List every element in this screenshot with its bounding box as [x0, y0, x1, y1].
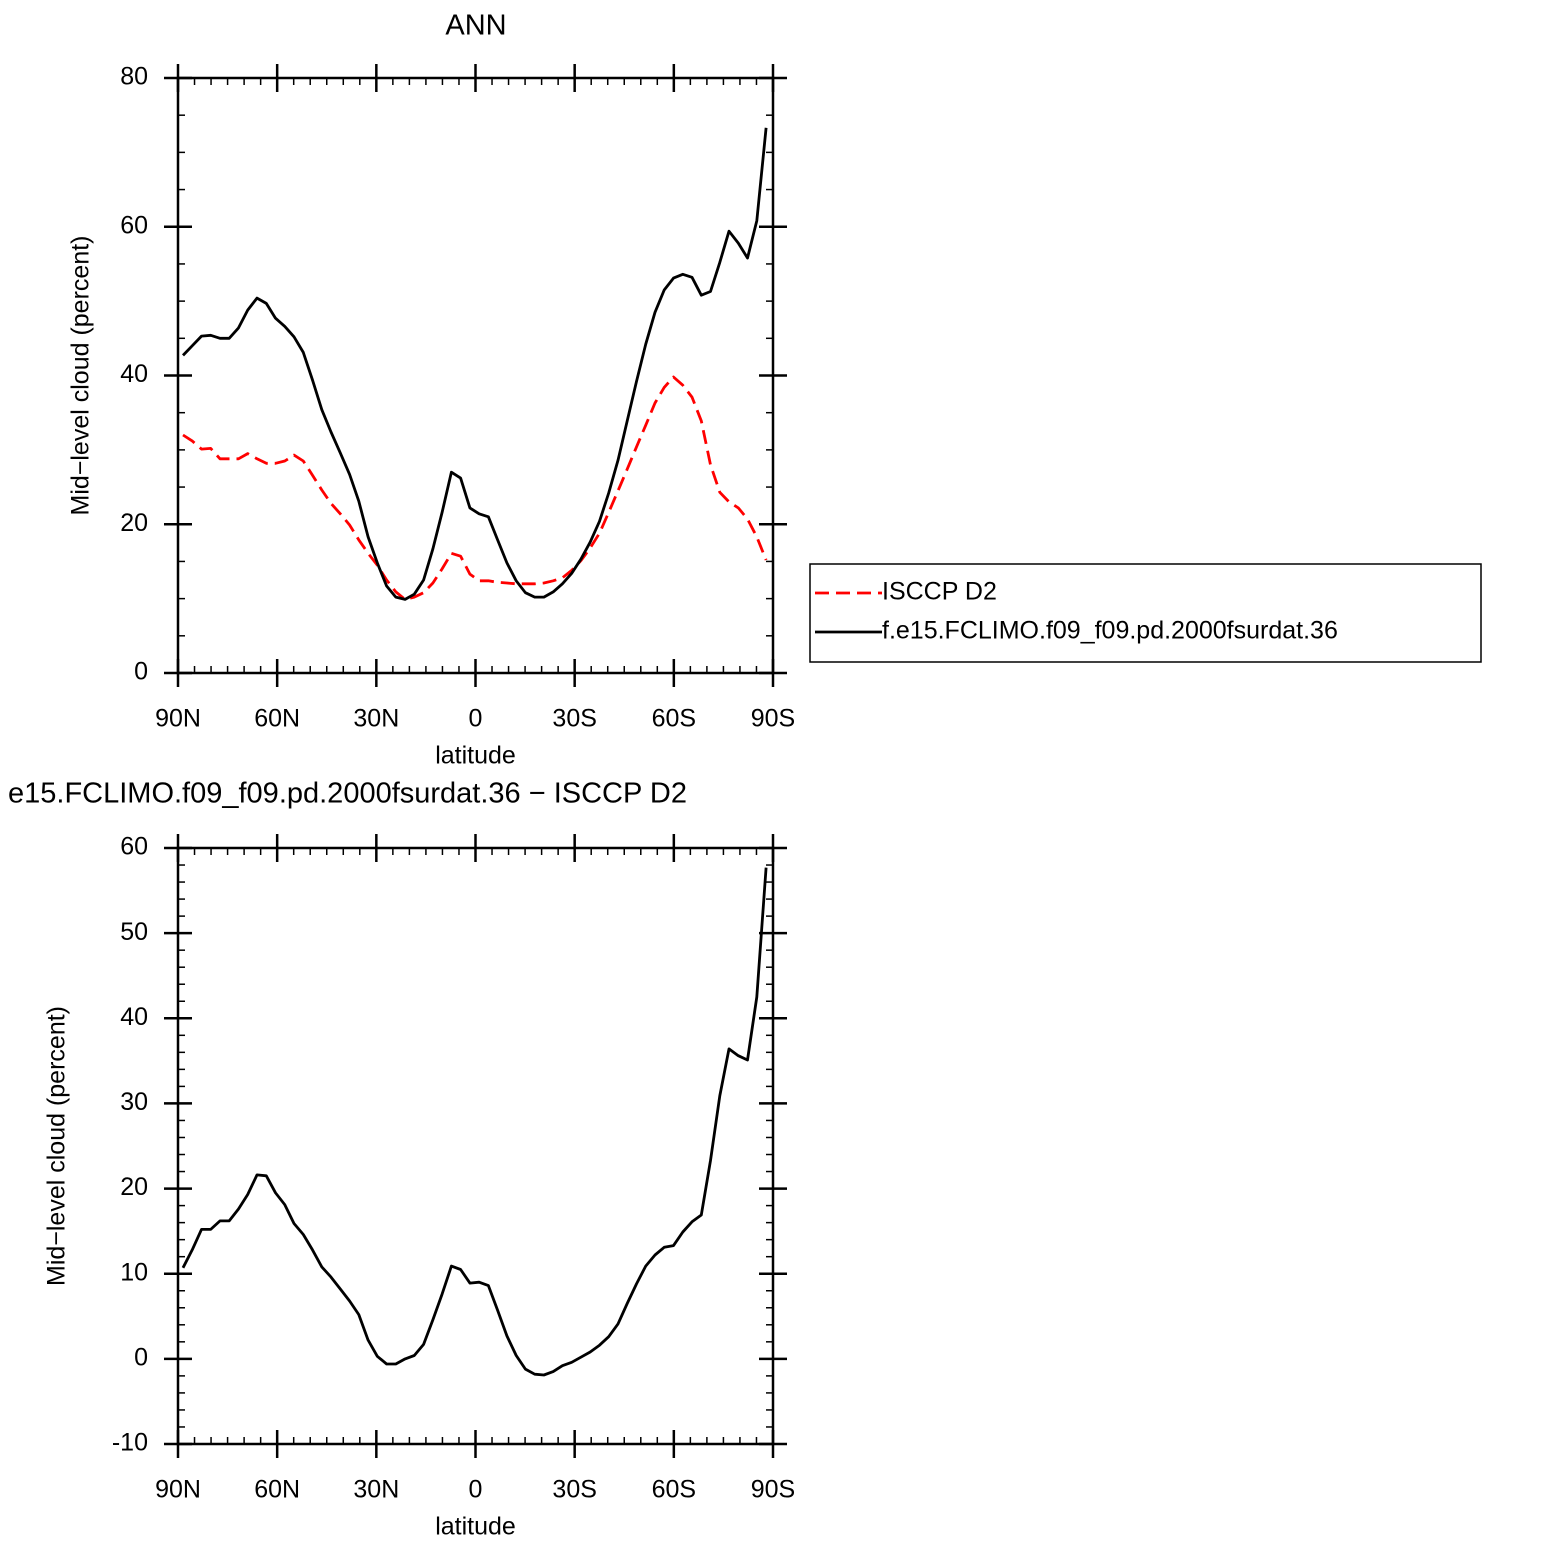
- chart-title: e15.FCLIMO.f09_f09.pd.2000fsurdat.36 − I…: [8, 778, 687, 810]
- x-tick-label: 0: [469, 1476, 483, 1504]
- x-tick-label: 90S: [751, 705, 795, 733]
- y-tick-label: 10: [120, 1258, 148, 1286]
- y-tick-label: 30: [120, 1088, 148, 1116]
- y-tick-label: 80: [120, 63, 148, 91]
- y-tick-label: 20: [120, 509, 148, 537]
- plot-frame: [176, 76, 775, 675]
- legend-label: ISCCP D2: [882, 578, 997, 606]
- legend-label: f.e15.FCLIMO.f09_f09.pd.2000fsurdat.36: [882, 617, 1338, 645]
- chart-title: ANN: [445, 10, 506, 42]
- series-line: [181, 867, 768, 1377]
- x-tick-label: 90N: [155, 1476, 201, 1504]
- y-tick-label: 40: [120, 360, 148, 388]
- y-tick-label: 60: [120, 833, 148, 861]
- y-axis-label: Mid−level cloud (percent): [67, 236, 95, 516]
- x-tick-label: 0: [469, 705, 483, 733]
- plot-frame: [176, 846, 775, 1446]
- x-tick-label: 60N: [254, 705, 300, 733]
- x-tick-label: 30S: [552, 705, 596, 733]
- x-tick-label: 60S: [652, 705, 696, 733]
- y-tick-label: -10: [112, 1429, 148, 1457]
- x-tick-label: 30N: [353, 1476, 399, 1504]
- y-tick-label: 0: [134, 1343, 148, 1371]
- x-axis-label: latitude: [435, 1513, 516, 1541]
- x-tick-label: 60S: [652, 1476, 696, 1504]
- x-tick-label: 30N: [353, 705, 399, 733]
- y-tick-label: 20: [120, 1173, 148, 1201]
- y-tick-label: 60: [120, 211, 148, 239]
- series-line: [182, 375, 768, 601]
- y-tick-label: 40: [120, 1003, 148, 1031]
- x-tick-label: 60N: [254, 1476, 300, 1504]
- series-line: [181, 127, 768, 601]
- y-tick-label: 0: [134, 658, 148, 686]
- x-tick-label: 90S: [751, 1476, 795, 1504]
- x-axis-label: latitude: [435, 742, 516, 770]
- x-tick-label: 90N: [155, 705, 201, 733]
- legend-box: [809, 563, 1482, 663]
- x-tick-label: 30S: [552, 1476, 596, 1504]
- y-axis-label: Mid−level cloud (percent): [43, 1006, 71, 1286]
- y-tick-label: 50: [120, 918, 148, 946]
